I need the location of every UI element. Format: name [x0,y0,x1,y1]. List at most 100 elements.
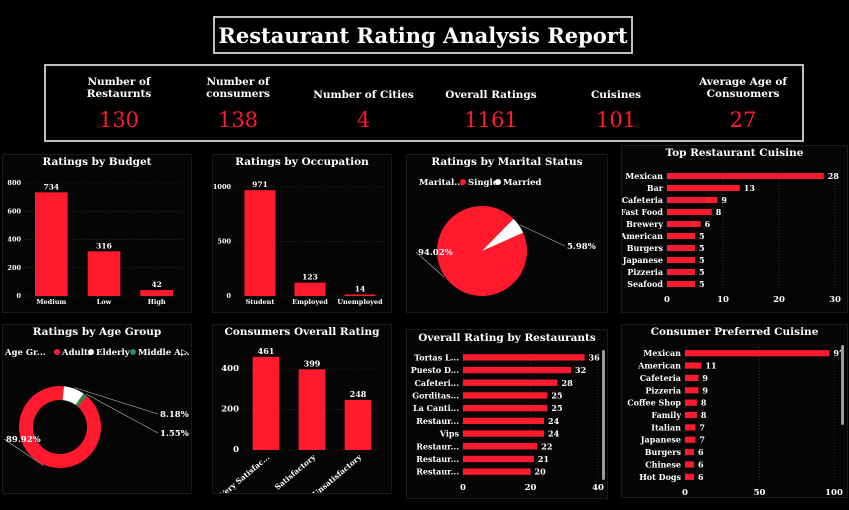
kpi-label: Number of Cities [313,89,414,101]
data-label: 399 [304,358,321,368]
bar-burgers [685,449,694,456]
panel-consumers-overall-rating: Consumers Overall Rating 0 200 400 461 Very … [213,325,391,500]
data-label: 6 [705,219,711,229]
y-tick-label: Pizzeria [645,385,681,395]
scrollbar [841,345,844,425]
data-label: 13 [744,183,756,193]
bar-unsatisfactory [344,399,372,450]
data-label: 28 [828,171,840,181]
bar-chinese [685,461,694,468]
data-label: 6 [698,472,704,482]
kpi-label: Cuisines [590,89,642,101]
y-tick-label: 200 [221,405,239,415]
y-tick-label: Chinese [645,459,681,469]
x-tick-label: 30 [829,295,841,305]
kpi-strip: Number of Restaurnts 130 Number of consu… [44,64,804,142]
y-tick-label: Italian [651,422,681,432]
data-label: 9 [721,195,727,205]
data-label: 20 [535,467,547,477]
bar-puesto-d [463,366,571,374]
bar-tortas-l [463,354,585,361]
data-label: 8 [701,410,707,420]
panel-overall-rating-by-restaurants: Overall Rating by Restaurants 0 20 40 36 Tor… [407,330,607,498]
data-label: 971 [252,180,268,189]
x-tick-label: 20 [773,295,785,305]
kpi-label: Number of consumers [206,76,270,100]
slice-elderly [62,386,84,405]
y-tick-label: Mexican [625,171,663,181]
panel-consumer-preferred-cuisine: Consumer Preferred Cuisine 0 50 100 97 Mexic… [622,325,847,498]
bar-cafeteria [685,374,699,381]
bar-burgers [667,245,695,251]
chart-title: Consumer Preferred Cuisine [650,326,819,338]
y-tick-label: Pizzeria [627,267,663,277]
chart-title: Ratings by Marital Status [431,156,583,168]
data-label: 11 [705,361,716,371]
y-tick-label: American [622,231,663,241]
y-tick-label: Mexican [643,348,681,358]
bar-pizzeria [667,269,695,275]
leader-line [85,393,159,434]
slice-label: 5.98% [567,242,596,252]
legend-entry-middle-a: Middle A... [138,348,190,358]
legend-marker-married [495,179,501,185]
top-cuisine-chart: 0 10 20 30 28 Mexican 13 Bar 9 Cafeteria 8 Fast Foo… [619,170,841,305]
data-label: 14 [355,284,365,293]
data-label: 24 [548,429,560,439]
data-label: 248 [350,389,367,399]
x-tick-label: Satisfactory [273,452,318,492]
y-tick-label: Japanese [640,435,681,445]
leader-line [3,438,44,466]
bar-italian [685,424,696,431]
y-tick-label: 0 [226,292,231,300]
y-tick-label: Puesto D... [411,365,459,375]
data-label: 24 [548,416,560,426]
x-tick-label: 50 [754,488,766,497]
data-label: 21 [538,454,549,464]
kpi-value: 4 [356,108,371,132]
y-tick-label: Restaur... [416,416,459,426]
y-tick-label: American [637,361,681,371]
bar-fast-food [667,209,712,215]
y-tick-label: La Canti... [413,403,459,413]
y-tick-label: 200 [7,264,21,272]
panel-top-restaurant-cuisine: Top Restaurant Cuisine 0 10 20 30 28 Mexican 1… [619,146,847,312]
data-label: 123 [302,273,318,282]
data-label: 97 [834,348,845,358]
data-label: 25 [551,390,562,400]
restaurant-rating-chart: 0 20 40 36 Tortas L... 32 Puesto D... 28 Cafeter… [411,350,605,493]
data-label: 5 [699,243,705,253]
bar-very-satisfac [252,356,280,450]
y-tick-label: 800 [7,179,21,187]
chart-title: Consumers Overall Rating [224,326,380,338]
bar-vips [463,430,544,437]
slice-married [482,218,524,251]
x-tick-label: Employed [292,298,328,306]
kpi-value: 130 [98,108,140,132]
bar-pizzeria [685,387,699,394]
x-tick-label: Unemployed [337,298,383,306]
legend-title: Age Gr... [4,348,46,358]
chart-title: Top Restaurant Cuisine [665,147,804,159]
data-label: 5 [699,255,705,265]
slice-label: 94.02% [418,248,453,258]
bar-coffee-shop [685,399,697,406]
y-tick-label: Cafeteria [622,195,663,205]
data-label: 6 [698,459,704,469]
budget-chart: 0 200 400 600 800 734 Medium 316 Low 42 High [7,179,183,306]
y-tick-label: Cafeteria [640,373,681,383]
y-tick-label: 500 [217,238,231,246]
y-tick-label: Hot Dogs [639,472,681,482]
leader-line [519,224,566,247]
bar-family [685,411,697,419]
data-label: 316 [96,241,112,250]
y-tick-label: Restaur... [416,454,459,464]
x-tick-label: 100 [825,488,843,497]
bar-satisfactory [298,369,326,450]
data-label: 22 [541,441,552,451]
data-label: 5 [699,279,705,289]
bar-high [140,290,173,296]
data-label: 28 [562,378,574,388]
age-group-chart: 89.92% 8.18% 1.55% Age Gr... Adults Elderly Mi… [3,348,190,468]
kpi-average-age: Average Age of Consuomers 27 [678,66,808,140]
